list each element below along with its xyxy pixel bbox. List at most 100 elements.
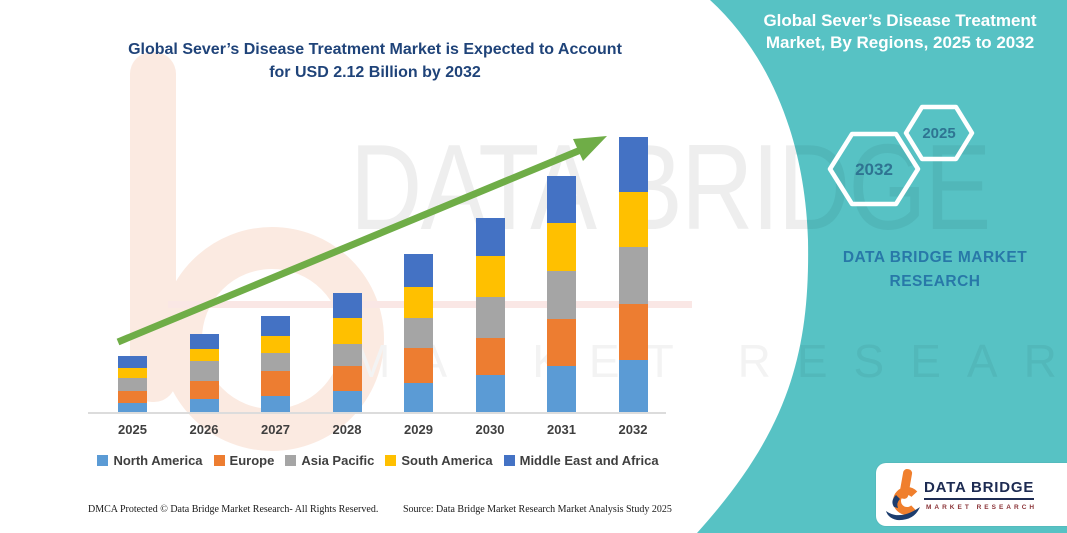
legend-item-middle-east-and-africa: Middle East and Africa: [503, 453, 659, 468]
logo-box: DATA BRIDGE MARKET RESEARCH: [876, 463, 1067, 526]
segment-north-america: [547, 366, 576, 413]
legend-label-europe: Europe: [229, 453, 275, 468]
segment-north-america: [118, 402, 147, 413]
segment-south-america: [118, 367, 147, 378]
chart-title-line2: for USD 2.12 Billion by 2032: [269, 64, 481, 81]
legend-item-asia-pacific: Asia Pacific: [285, 453, 374, 468]
source-text: Source: Data Bridge Market Research Mark…: [403, 504, 672, 515]
panel-title-line1: Global Sever’s Disease Treatment: [763, 11, 1037, 30]
segment-south-america: [189, 349, 219, 362]
segment-middle-east-and-africa: [404, 254, 433, 287]
segment-europe: [547, 319, 576, 367]
bar-2029: [404, 254, 433, 413]
segment-north-america: [475, 375, 505, 413]
legend: North America Europe Asia Pacific South Ame…: [88, 453, 668, 468]
logo-name-text: DATA BRIDGE: [924, 479, 1035, 500]
x-axis-label-2028: 2028: [332, 422, 362, 437]
legend-swatch-north-america: [97, 455, 109, 466]
bar-2025: [118, 355, 147, 413]
segment-south-america: [261, 336, 290, 354]
trend-arrow-line: [116, 145, 585, 346]
brand-text-line1: DATA BRIDGE MARKET: [842, 249, 1028, 266]
logo-sub-text: MARKET RESEARCH: [926, 504, 1038, 511]
bar-2030: [475, 218, 505, 413]
legend-label-south-america: South America: [401, 453, 493, 468]
x-axis-label-2031: 2031: [547, 422, 576, 437]
bar-2027: [261, 315, 290, 413]
bar-2026: [189, 333, 219, 413]
segment-south-america: [547, 223, 576, 272]
x-axis-label-2032: 2032: [618, 422, 648, 437]
segment-europe: [118, 390, 147, 403]
legend-label-north-america: North America: [113, 453, 203, 468]
segment-middle-east-and-africa: [618, 137, 648, 193]
segment-south-america: [475, 255, 505, 298]
segment-asia-pacific: [261, 353, 290, 372]
trend-arrow-head: [573, 136, 607, 161]
hexagon-2025: [903, 104, 975, 162]
segment-asia-pacific: [618, 246, 648, 304]
x-axis-label-2030: 2030: [475, 422, 505, 437]
legend-item-south-america: South America: [385, 453, 493, 468]
segment-asia-pacific: [547, 271, 576, 320]
segment-middle-east-and-africa: [189, 333, 219, 350]
segment-europe: [189, 380, 219, 399]
legend-item-north-america: North America: [97, 453, 203, 468]
segment-middle-east-and-africa: [118, 355, 147, 368]
legend-item-europe: Europe: [213, 453, 275, 468]
bar-2031: [547, 176, 576, 413]
copyright-text: DMCA Protected © Data Bridge Market Rese…: [88, 504, 379, 515]
segment-asia-pacific: [118, 377, 147, 391]
x-axis-label-2027: 2027: [261, 422, 290, 437]
segment-europe: [618, 303, 648, 360]
segment-asia-pacific: [189, 361, 219, 381]
segment-south-america: [618, 192, 648, 247]
x-axis-line: [88, 412, 666, 414]
segment-north-america: [189, 398, 219, 413]
segment-asia-pacific: [475, 297, 505, 338]
segment-europe: [332, 366, 362, 391]
segment-middle-east-and-africa: [547, 176, 576, 224]
segment-asia-pacific: [332, 344, 362, 367]
segment-north-america: [404, 383, 433, 413]
legend-swatch-asia-pacific: [285, 455, 297, 466]
segment-north-america: [618, 359, 648, 413]
hexagon-2032: [827, 131, 921, 207]
segment-north-america: [261, 396, 290, 413]
segment-middle-east-and-africa: [332, 293, 362, 319]
x-axis-label-2025: 2025: [118, 422, 147, 437]
panel-title: Global Sever’s Disease Treatment Market,…: [750, 10, 1050, 54]
hexagon-2025-label: 2025: [922, 125, 956, 142]
segment-south-america: [332, 318, 362, 345]
segment-europe: [404, 348, 433, 384]
legend-swatch-europe: [213, 455, 225, 466]
legend-swatch-south-america: [385, 455, 397, 466]
x-axis-label-2026: 2026: [189, 422, 219, 437]
legend-label-middle-east-and-africa: Middle East and Africa: [519, 453, 659, 468]
bar-2032: [618, 137, 648, 413]
segment-europe: [475, 337, 505, 376]
segment-south-america: [404, 286, 433, 319]
legend-label-asia-pacific: Asia Pacific: [301, 453, 375, 468]
brand-text-line2: RESEARCH: [889, 273, 981, 290]
data-bridge-logo-icon: [886, 469, 921, 521]
x-axis-label-2029: 2029: [404, 422, 433, 437]
segment-north-america: [332, 390, 362, 413]
chart-title-line1: Global Sever’s Disease Treatment Market …: [128, 41, 622, 58]
legend-swatch-middle-east-and-africa: [503, 455, 515, 466]
segment-middle-east-and-africa: [261, 315, 290, 337]
chart-title: Global Sever’s Disease Treatment Market …: [75, 38, 675, 84]
segment-asia-pacific: [404, 318, 433, 349]
hexagon-2032-label: 2032: [855, 160, 893, 179]
panel-title-line2: Market, By Regions, 2025 to 2032: [765, 33, 1035, 52]
brand-text: DATA BRIDGE MARKET RESEARCH: [810, 246, 1060, 294]
segment-europe: [261, 371, 290, 397]
x-axis-labels: 2025 2026 2027 2028 2029 2030 2031 2032: [88, 422, 668, 440]
plot-area: [88, 118, 668, 413]
bar-2028: [332, 293, 362, 413]
segment-middle-east-and-africa: [475, 218, 505, 256]
